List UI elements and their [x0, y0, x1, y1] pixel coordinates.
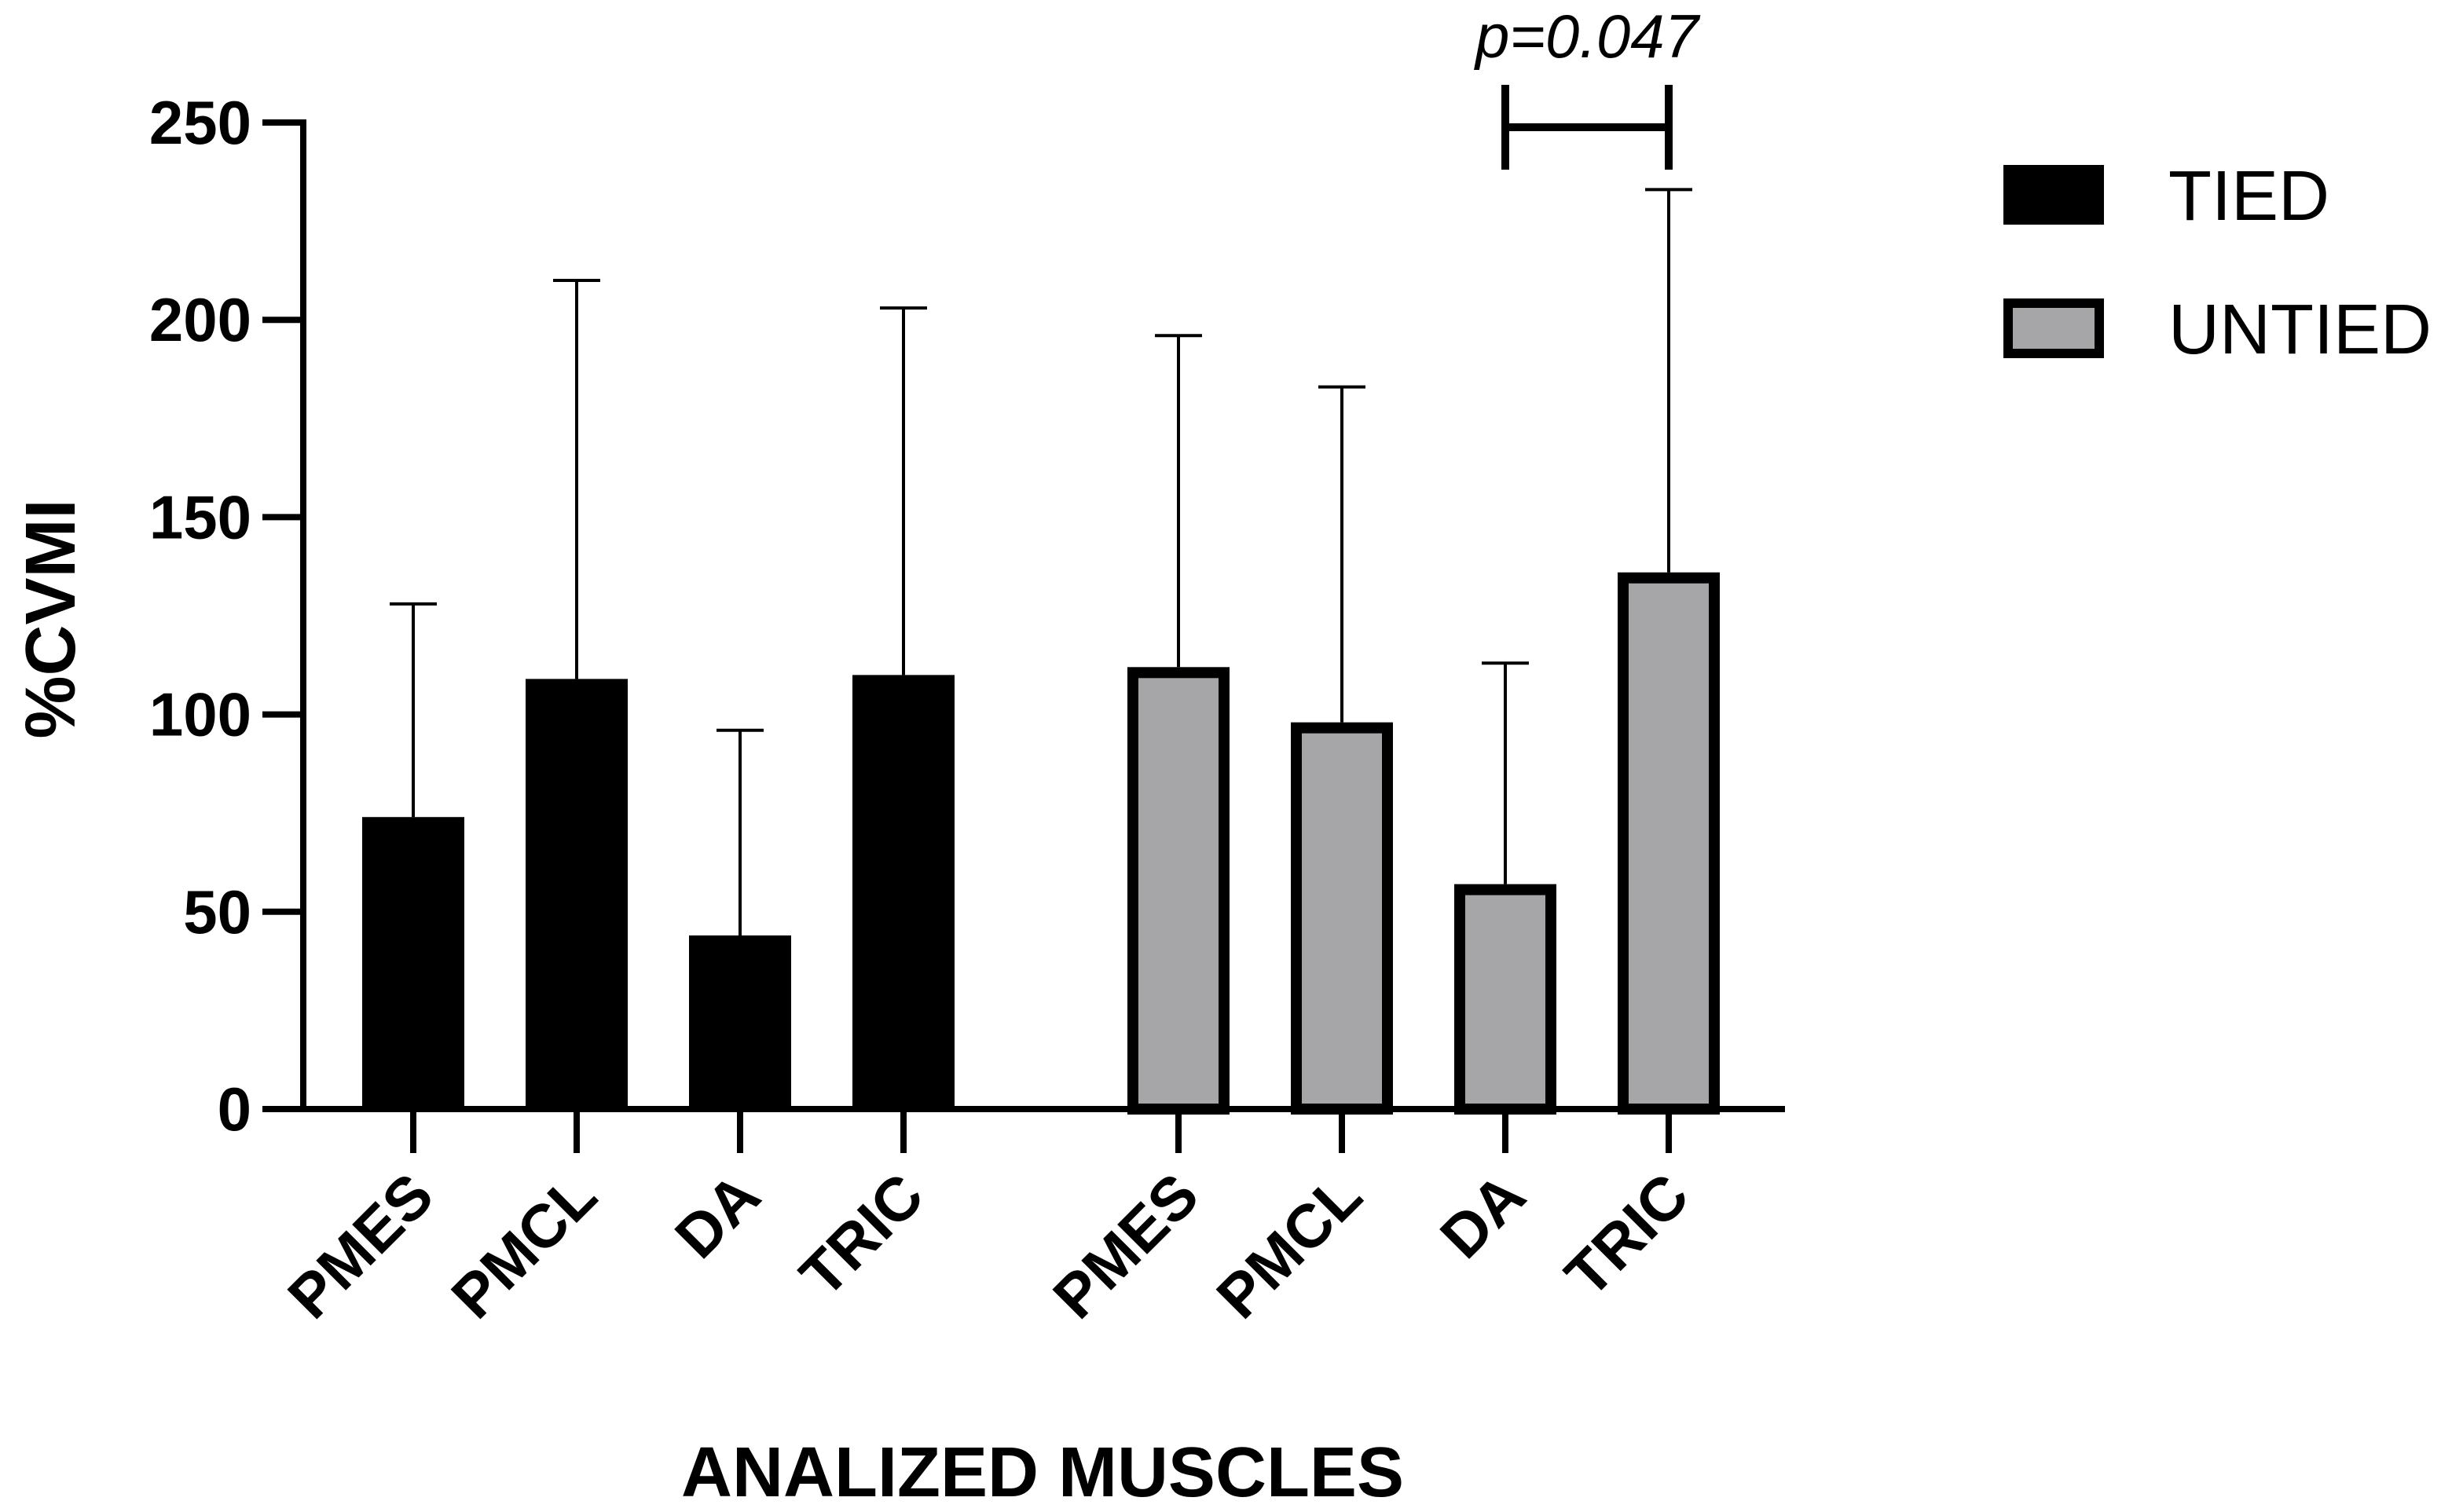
- x-axis-title: ANALIZED MUSCLES: [681, 1433, 1404, 1512]
- x-category-label: TRIC: [1552, 1160, 1702, 1310]
- bar-untied-pmcl: [1291, 722, 1393, 1115]
- x-category-label: DA: [1427, 1160, 1538, 1272]
- legend-label-untied: UNTIED: [2168, 291, 2432, 369]
- legend-swatch-untied: [2003, 298, 2104, 358]
- bar-tied-da: [689, 935, 791, 1109]
- y-tick-label: 0: [218, 1075, 251, 1144]
- y-tick-label: 100: [149, 680, 251, 749]
- y-ticks-group: 0 50 100 150 200 250: [149, 88, 303, 1144]
- y-tick-label: 50: [183, 877, 251, 946]
- legend-label-tied: TIED: [2168, 157, 2329, 236]
- x-category-label: TRIC: [786, 1160, 936, 1310]
- x-category-label: PMCL: [1204, 1160, 1375, 1331]
- error-bars-group: [390, 188, 1692, 935]
- x-category-label: PMES: [274, 1160, 446, 1332]
- x-category-label: PMCL: [438, 1160, 610, 1331]
- bar-tied-pmcl: [526, 679, 628, 1109]
- significance-annotation: p=0.047: [1474, 2, 1701, 170]
- y-tick-label: 250: [149, 88, 251, 157]
- bar-untied-da: [1454, 884, 1556, 1115]
- bar-untied-pmes: [1127, 667, 1230, 1115]
- bars-group: [362, 572, 1720, 1115]
- y-tick-label: 200: [149, 285, 251, 354]
- p-value-label: p=0.047: [1474, 2, 1701, 71]
- y-axis-title: %CVMI: [12, 499, 90, 738]
- bar-tied-pmes: [362, 817, 464, 1109]
- axes-group: [300, 119, 1785, 1112]
- bar-untied-tric: [1618, 572, 1720, 1115]
- x-category-label: DA: [662, 1160, 773, 1272]
- bar-tied-tric: [852, 675, 955, 1109]
- legend-swatch-tied: [2003, 165, 2104, 225]
- legend: TIED UNTIED: [2003, 157, 2432, 369]
- x-category-label: PMES: [1039, 1160, 1211, 1332]
- y-tick-label: 150: [149, 482, 251, 551]
